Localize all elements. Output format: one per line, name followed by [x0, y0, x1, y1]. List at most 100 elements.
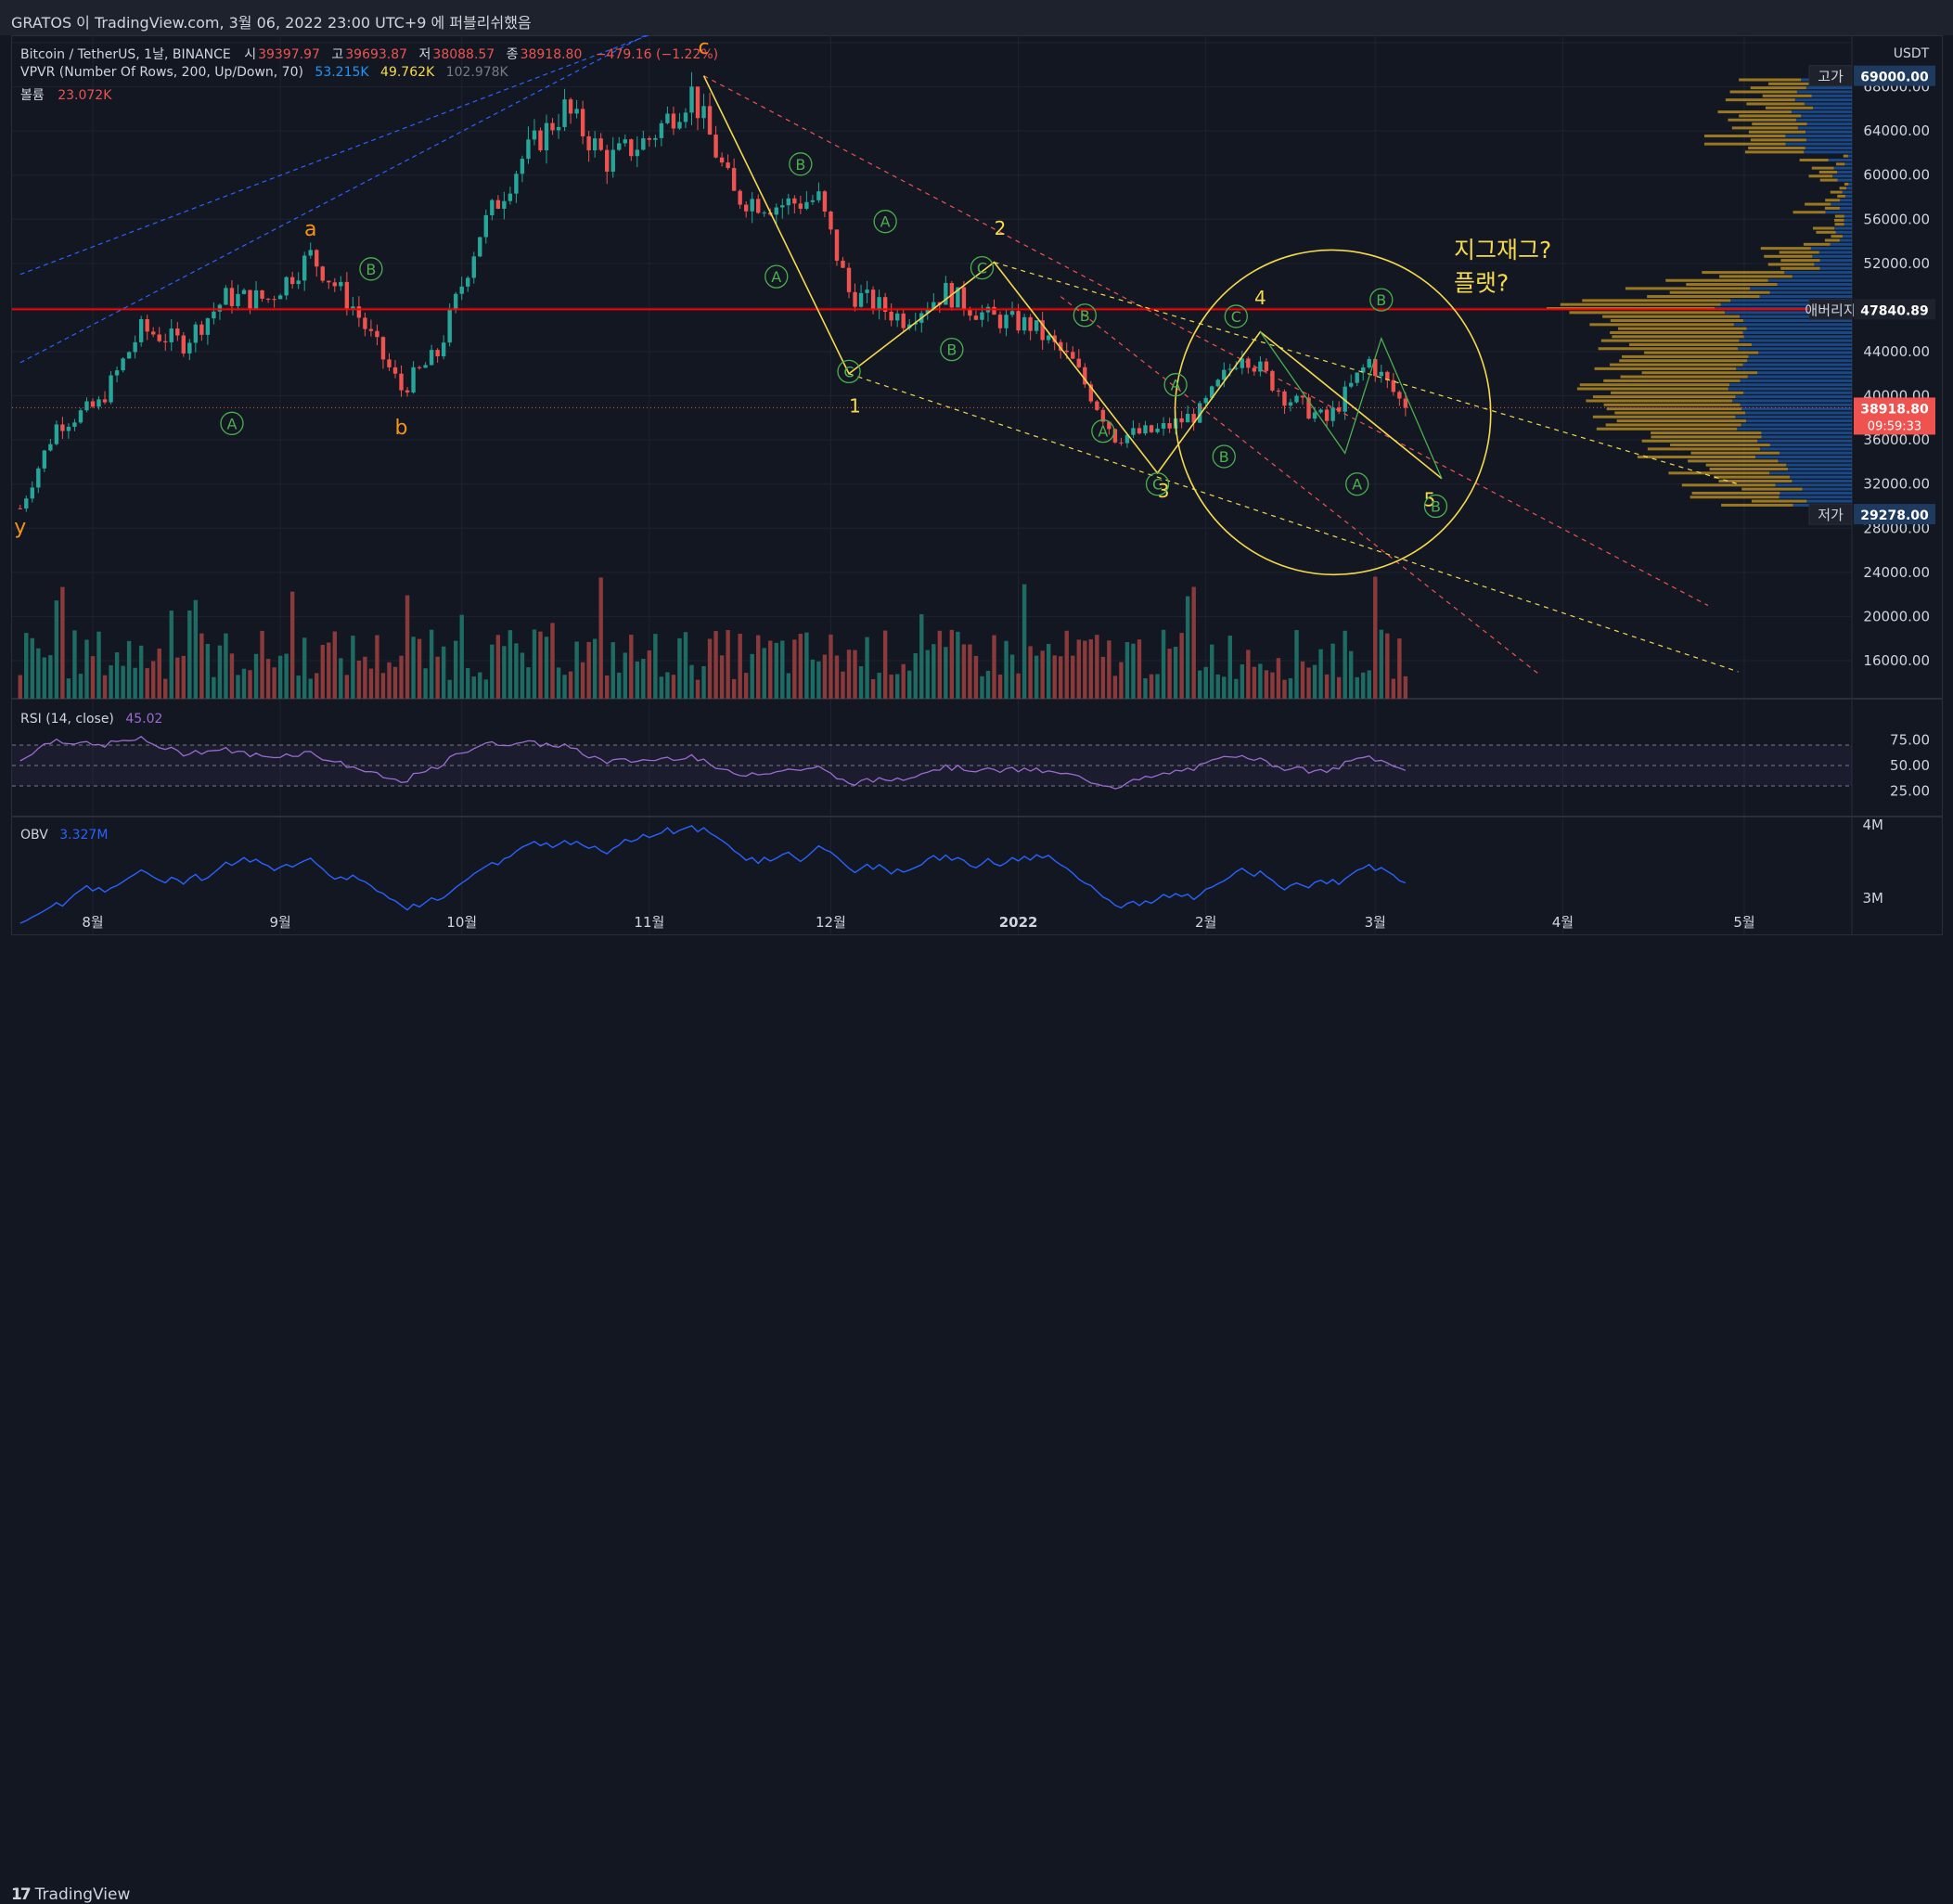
- volume-bar: [768, 640, 773, 699]
- vpvr-up-bar: [1785, 135, 1852, 138]
- vpvr-down-bar: [1617, 327, 1747, 330]
- price-tick: 20000.00: [1863, 608, 1930, 624]
- vpvr-up-bar: [1848, 182, 1852, 186]
- price-tick: 56000.00: [1863, 211, 1930, 227]
- vpvr-down-bar: [1606, 407, 1742, 411]
- subwave-circle: [1212, 444, 1236, 469]
- volume-bar: [1300, 661, 1305, 699]
- chart-canvas[interactable]: a b c y 1 2 3 4 5 A B B A A C C B B A A C B C B A B 지그재그? 플랫? USDT 6…: [0, 0, 1953, 982]
- subwave-circle: [789, 152, 813, 176]
- candle-body: [870, 289, 876, 311]
- volume-bar: [375, 635, 379, 699]
- candle-body: [339, 281, 343, 287]
- volume-bar: [224, 633, 228, 699]
- candle-body: [853, 291, 857, 307]
- volume-bar: [387, 662, 392, 699]
- vpvr-up-bar: [1743, 335, 1852, 339]
- vpvr-down-bar: [1704, 142, 1786, 146]
- time-tick: 8월: [82, 914, 103, 931]
- candle-body: [1385, 371, 1390, 380]
- volume-bar: [1004, 640, 1009, 699]
- subwave-marker-C: C: [1145, 472, 1170, 496]
- candle-body: [932, 302, 936, 310]
- candle-body: [1197, 403, 1202, 423]
- vpvr-down-bar: [1721, 503, 1793, 507]
- volume-bar: [1343, 630, 1347, 699]
- abc-projection-line: [1259, 331, 1443, 480]
- vpvr-down-bar: [1686, 283, 1778, 287]
- chart-frame[interactable]: [11, 35, 1943, 935]
- volume-bar: [1173, 647, 1178, 699]
- candle-body: [901, 313, 906, 328]
- volume-bar: [653, 634, 658, 699]
- vpvr-up-bar: [1743, 391, 1852, 394]
- volume-bar: [961, 644, 967, 699]
- candle-body: [114, 370, 120, 376]
- vpvr-down-bar: [1748, 130, 1806, 134]
- vpvr-down-bar: [1702, 271, 1785, 275]
- vpvr-up-bar: [1839, 206, 1852, 210]
- candle-body: [205, 318, 211, 335]
- volume-bar: [308, 678, 313, 699]
- candle-body: [199, 324, 204, 335]
- volume-bar: [392, 666, 398, 699]
- poc-tag-label-bg: [1808, 298, 1853, 320]
- volume-bar: [877, 673, 881, 699]
- candle-body: [992, 306, 996, 315]
- candle-body: [344, 281, 350, 309]
- candle-body: [1234, 367, 1239, 369]
- candle-body: [187, 342, 192, 354]
- candle-body: [48, 444, 53, 451]
- candle-body: [380, 337, 386, 360]
- candle-body: [743, 204, 749, 212]
- vpvr-down-bar: [1764, 254, 1813, 258]
- candle-body: [1270, 370, 1275, 391]
- rsi-tick: 75.00: [1890, 732, 1930, 749]
- vpvr-up-bar: [1786, 463, 1852, 467]
- volume-bar: [1021, 584, 1027, 699]
- volume-bar: [332, 631, 338, 699]
- candle-body: [133, 341, 137, 353]
- vpvr-up-bar: [1806, 499, 1852, 503]
- volume-bar: [490, 644, 495, 699]
- vpvr-up-bar: [1805, 147, 1852, 150]
- candle-body: [1330, 407, 1335, 421]
- subwave-letter: B: [946, 341, 957, 359]
- candle-body: [701, 106, 706, 119]
- volume-bar: [568, 671, 573, 699]
- vpvr-down-bar: [1709, 467, 1788, 470]
- candle-body: [846, 267, 852, 292]
- volume-bar: [508, 630, 513, 699]
- candle-body: [478, 237, 482, 257]
- vpvr-up-bar: [1792, 275, 1852, 278]
- volume-bar: [368, 668, 374, 699]
- candle-body: [882, 297, 888, 313]
- vpvr-down-bar: [1812, 226, 1835, 230]
- volume-bar: [399, 655, 404, 699]
- volume-bar: [217, 645, 223, 699]
- candle-body: [1258, 361, 1263, 372]
- candle-body: [102, 399, 108, 403]
- vpvr-up-bar: [1796, 90, 1852, 94]
- volume-bar: [1137, 639, 1142, 699]
- volume-bar: [889, 675, 893, 699]
- volume-bar: [1312, 664, 1317, 699]
- blue-channel-upper: [19, 35, 648, 364]
- volume-bar: [538, 631, 543, 699]
- volume-bar: [956, 631, 960, 699]
- candle-body: [502, 200, 507, 209]
- candle-body: [774, 207, 778, 215]
- candle-body: [1076, 358, 1081, 367]
- candle-body: [1028, 316, 1033, 331]
- tradingview-brand[interactable]: 17 TradingView: [11, 1885, 130, 1904]
- volume-bar: [1112, 675, 1118, 699]
- vpvr-down-bar: [1739, 78, 1802, 82]
- candle-body: [471, 256, 476, 278]
- low-tag-label: 저가: [1818, 507, 1844, 523]
- candle-body: [629, 139, 634, 157]
- subwave-letter: A: [1098, 423, 1108, 441]
- vpvr-legend: VPVR (Number Of Rows, 200, Up/Down, 70) …: [20, 65, 510, 80]
- candle-body: [392, 367, 398, 374]
- volume-bar: [187, 610, 192, 699]
- vpvr-up-bar: [1845, 187, 1852, 190]
